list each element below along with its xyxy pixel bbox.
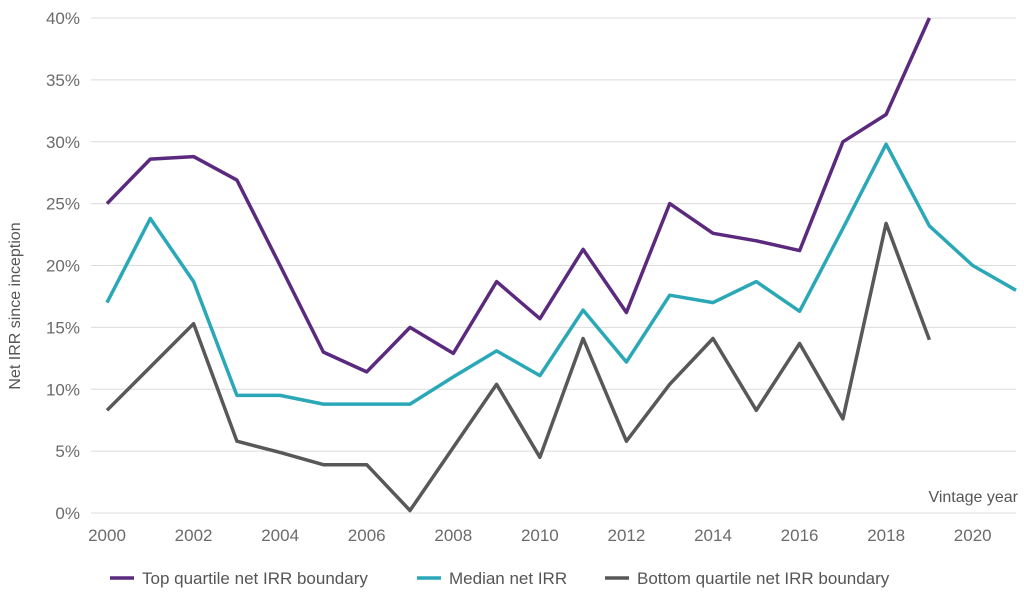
y-tick-label: 10%	[46, 380, 80, 399]
y-tick-label: 25%	[46, 195, 80, 214]
legend: Top quartile net IRR boundary Median net …	[110, 569, 890, 588]
legend-item: Median net IRR	[417, 569, 567, 588]
x-tick-label: 2010	[521, 526, 559, 545]
x-tick-label: 2018	[867, 526, 905, 545]
series-line	[105, 221, 932, 513]
legend-label: Top quartile net IRR boundary	[142, 569, 368, 588]
y-tick-label: 30%	[46, 133, 80, 152]
series-line	[105, 17, 931, 374]
y-tick-label: 35%	[46, 71, 80, 90]
y-tick-label: 40%	[46, 9, 80, 28]
x-tick-label: 2000	[88, 526, 126, 545]
x-tick-label: 2004	[261, 526, 299, 545]
x-axis-title: Vintage year	[928, 489, 1018, 506]
y-tick-label: 0%	[55, 504, 80, 523]
x-tick-label: 2016	[781, 526, 819, 545]
legend-label: Median net IRR	[449, 569, 567, 588]
legend-label: Bottom quartile net IRR boundary	[637, 569, 890, 588]
legend-item: Top quartile net IRR boundary	[110, 569, 368, 588]
y-axis-title: Net IRR since inception	[7, 222, 24, 389]
series-lines	[105, 17, 1017, 513]
x-tick-label: 2002	[175, 526, 213, 545]
x-tick-label: 2020	[954, 526, 992, 545]
x-tick-label: 2008	[434, 526, 472, 545]
x-axis-ticks: 2000 2002 2004 2006 2008 2010 2012 2014 2016 2018…	[88, 526, 992, 545]
y-axis-ticks: 0% 5% 10% 15% 20% 25% 30% 35% 40%	[46, 9, 80, 523]
y-tick-label: 5%	[55, 442, 80, 461]
x-tick-label: 2014	[694, 526, 732, 545]
legend-item: Bottom quartile net IRR boundary	[605, 569, 890, 588]
y-tick-label: 15%	[46, 318, 80, 337]
x-tick-label: 2006	[348, 526, 386, 545]
series-line	[105, 142, 1017, 406]
x-tick-label: 2012	[608, 526, 646, 545]
gridlines	[91, 17, 1016, 514]
y-tick-label: 20%	[46, 257, 80, 276]
